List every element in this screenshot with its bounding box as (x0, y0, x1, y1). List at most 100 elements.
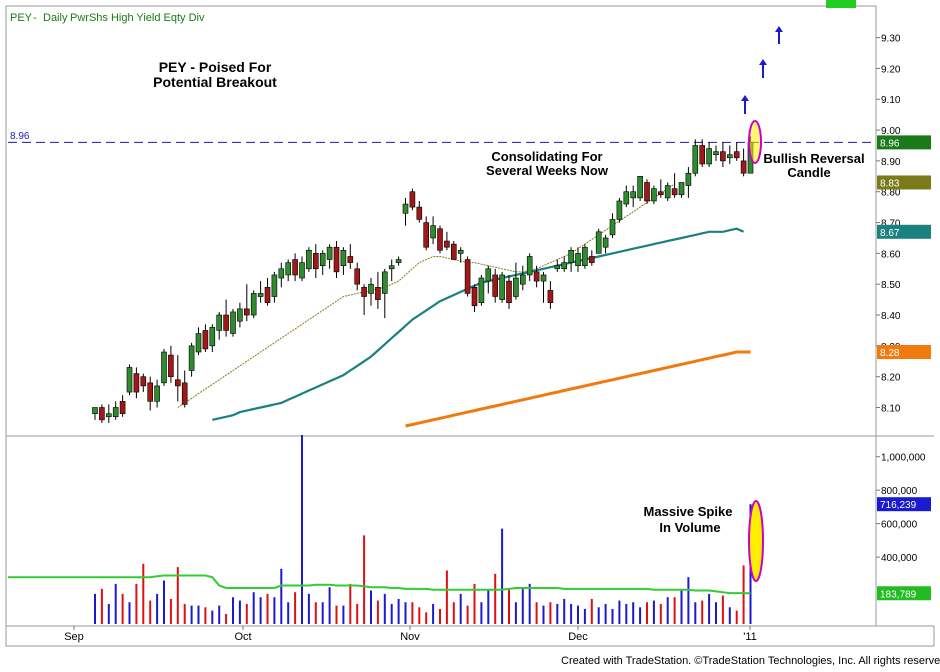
annotation-title-line1: PEY - Poised For (159, 59, 272, 75)
candle (126, 364, 133, 396)
candle (437, 225, 443, 254)
candle (492, 268, 499, 303)
annotation-reversal-line2: Candle (787, 165, 830, 180)
candle (533, 265, 540, 288)
candle (223, 299, 229, 337)
candle (409, 188, 416, 211)
candle (202, 324, 209, 353)
price-flag: 8.67 (877, 224, 931, 239)
candle (299, 256, 305, 282)
resistance-label: 8.96 (10, 131, 30, 142)
candle (726, 145, 733, 164)
candle (395, 256, 402, 266)
candle (368, 278, 374, 306)
svg-text:8.67: 8.67 (880, 228, 900, 239)
annotation-volume-line2: In Volume (659, 520, 720, 535)
svg-text:8.96: 8.96 (880, 138, 900, 149)
arrow-up-icon (759, 59, 767, 78)
candle (706, 142, 712, 168)
annotation-consolidating-line2: Several Weeks Now (486, 163, 609, 178)
candle (312, 244, 319, 279)
price-tick-label: 9.20 (881, 64, 901, 75)
candle (119, 395, 126, 417)
svg-text:8.83: 8.83 (880, 178, 900, 189)
candle (733, 142, 740, 161)
volume-tick-label: 800,000 (881, 486, 918, 497)
price-flag: 8.28 (877, 345, 931, 360)
candle (306, 247, 312, 272)
volume-average-line (8, 574, 751, 595)
candle (664, 182, 671, 201)
candle (278, 262, 285, 288)
candle (444, 231, 450, 251)
date-tick-label: '11 (743, 631, 757, 643)
candle (471, 284, 478, 312)
header-symbol: PEY (10, 12, 33, 24)
candle (637, 176, 643, 201)
candle (575, 247, 581, 272)
arrow-up-icon (741, 95, 749, 114)
candle (326, 244, 333, 269)
candle (588, 250, 595, 266)
candle (257, 281, 264, 303)
candle (651, 185, 657, 205)
candle (154, 379, 160, 408)
candle (230, 308, 236, 337)
candle (506, 274, 512, 309)
candle (623, 185, 630, 208)
candle (416, 200, 423, 223)
status-tab[interactable] (826, 0, 856, 8)
moving-averages (177, 183, 751, 428)
candle (513, 262, 519, 300)
candle (609, 213, 616, 238)
candle (547, 281, 554, 309)
price-tick-label: 8.60 (881, 249, 901, 260)
svg-text:716,239: 716,239 (880, 500, 917, 511)
candle (340, 247, 347, 275)
header-interval: Daily (43, 12, 68, 24)
price-flag: 8.96 (877, 135, 931, 150)
candle (92, 407, 98, 420)
date-axis (5, 625, 935, 647)
candle (244, 284, 250, 322)
candle (568, 247, 574, 272)
candle (292, 253, 298, 282)
candle (457, 247, 464, 263)
price-axis-flags: 8.96 8.83 8.67 8.28 (877, 135, 931, 360)
sma20-line (177, 183, 675, 408)
price-tick-label: 8.80 (881, 188, 901, 199)
candle (168, 345, 174, 383)
candle (602, 234, 609, 254)
candle (595, 228, 602, 254)
candle (740, 148, 747, 177)
candle (175, 355, 181, 402)
avg-volume-flag: 183,789 (877, 586, 931, 601)
price-tick-label: 8.10 (881, 404, 901, 415)
candle (478, 274, 485, 306)
candle (112, 401, 119, 420)
date-tick-label: Dec (568, 631, 588, 643)
price-flag: 8.83 (877, 175, 931, 190)
candle (685, 167, 692, 198)
candle (188, 342, 195, 377)
candle (209, 324, 216, 353)
candle (464, 256, 471, 297)
candle (582, 244, 588, 269)
price-tick-label: 8.70 (881, 219, 901, 230)
candle (485, 265, 492, 294)
price-tick-label: 8.50 (881, 280, 901, 291)
date-tick-label: Nov (400, 631, 420, 643)
volume-tick-label: 600,000 (881, 520, 918, 531)
volume-axis-flags: 716,239 183,789 (877, 497, 931, 601)
candle (106, 404, 112, 423)
candle (161, 348, 167, 386)
candle (644, 179, 650, 205)
date-tick-label: Sep (64, 631, 84, 643)
sma50-line (212, 227, 745, 421)
reversal-candle-highlight (748, 120, 762, 164)
candle (423, 216, 430, 251)
candle (181, 370, 188, 408)
